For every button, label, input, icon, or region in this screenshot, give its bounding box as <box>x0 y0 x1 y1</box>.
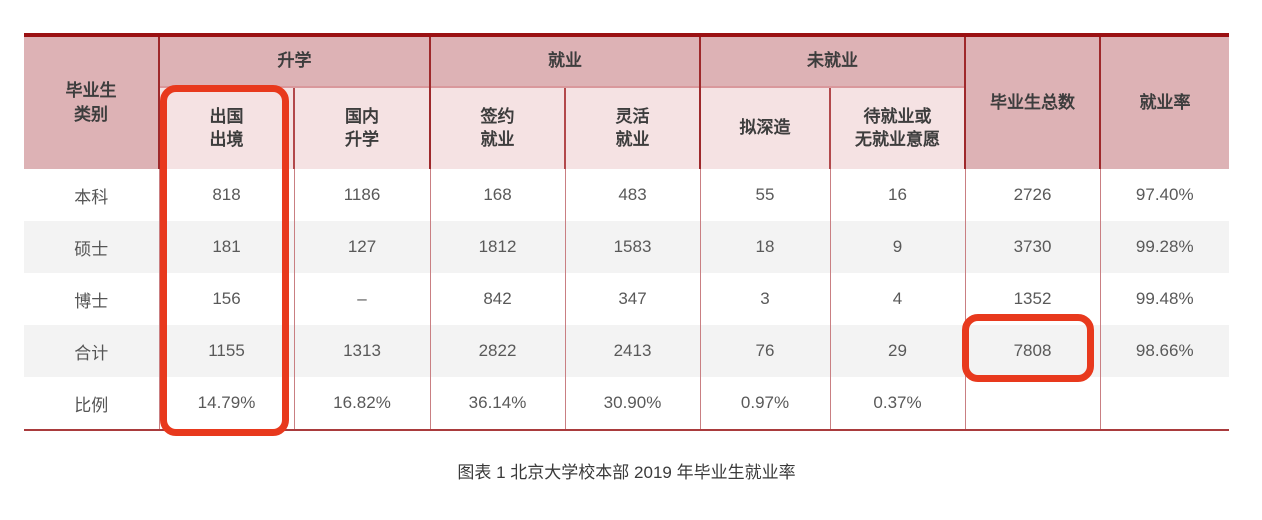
sub-header-domestic-study: 国内 升学 <box>293 86 430 169</box>
data-cell: 30.90% <box>564 377 700 430</box>
header-total-graduates: 毕业生总数 <box>964 35 1100 169</box>
row-label: 本科 <box>74 187 109 207</box>
data-cell: 3 <box>699 273 830 325</box>
data-cell: 36.14% <box>429 377 565 430</box>
header-sub-row: 出国 出境 国内 升学 签约 就业 灵活 就业 拟深造 待就业或 无就业意愿 <box>24 86 1229 169</box>
table-row-doctoral: 博士 156 – 842 347 3 4 1352 99.48% <box>24 273 1229 325</box>
table-row-masters: 硕士 181 127 1812 1583 18 9 3730 99.28% <box>24 221 1229 273</box>
data-cell: 9 <box>829 221 965 273</box>
data-cell: 2413 <box>564 325 700 377</box>
data-cell: – <box>293 273 430 325</box>
sub-header-waiting-or-no-intent: 待就业或 无就业意愿 <box>829 86 965 169</box>
data-cell: 168 <box>429 169 565 221</box>
data-cell: 16 <box>829 169 965 221</box>
data-cell: 842 <box>429 273 565 325</box>
data-cell: 0.97% <box>699 377 830 430</box>
data-cell <box>1099 377 1229 430</box>
data-cell: 818 <box>158 169 294 221</box>
data-cell: 3730 <box>964 221 1100 273</box>
data-cell: 29 <box>829 325 965 377</box>
data-cell: 2726 <box>964 169 1100 221</box>
sub-header-contract-employment: 签约 就业 <box>429 86 565 169</box>
row-label: 博士 <box>74 291 109 311</box>
data-cell: 99.28% <box>1099 221 1229 273</box>
data-cell: 1155 <box>158 325 294 377</box>
data-cell: 1583 <box>564 221 700 273</box>
data-cell: 483 <box>564 169 700 221</box>
table-row-proportion: 比例 14.79% 16.82% 36.14% 30.90% 0.97% 0.3… <box>24 377 1229 430</box>
group-header-employed: 就业 <box>429 35 700 87</box>
data-cell: 99.48% <box>1099 273 1229 325</box>
data-cell: 1313 <box>293 325 430 377</box>
data-cell: 1186 <box>293 169 430 221</box>
employment-table: 毕业生 类别 升学 就业 未就业 毕业生总数 就业率 出国 出境 国内 升学 签… <box>24 33 1229 431</box>
table-row-undergraduate: 本科 818 1186 168 483 55 16 2726 97.40% <box>24 169 1229 221</box>
data-cell: 0.37% <box>829 377 965 430</box>
data-cell-total-graduates: 7808 <box>964 325 1100 377</box>
data-cell: 181 <box>158 221 294 273</box>
table-row-total: 合计 1155 1313 2822 2413 76 29 7808 98.66% <box>24 325 1229 377</box>
data-cell: 55 <box>699 169 830 221</box>
data-cell: 347 <box>564 273 700 325</box>
sub-header-further-study-plan: 拟深造 <box>699 86 830 169</box>
data-cell: 97.40% <box>1099 169 1229 221</box>
data-cell: 156 <box>158 273 294 325</box>
data-cell: 127 <box>293 221 430 273</box>
data-cell: 18 <box>699 221 830 273</box>
table-caption: 图表 1 北京大学校本部 2019 年毕业生就业率 <box>457 463 796 482</box>
row-label: 合计 <box>24 325 159 377</box>
data-cell: 98.66% <box>1099 325 1229 377</box>
sub-header-abroad: 出国 出境 <box>158 86 294 169</box>
data-cell <box>964 377 1100 430</box>
row-label: 硕士 <box>24 221 159 273</box>
header-group-row: 毕业生 类别 升学 就业 未就业 毕业生总数 就业率 <box>24 35 1229 169</box>
data-cell: 2822 <box>429 325 565 377</box>
data-cell: 14.79% <box>158 377 294 430</box>
header-employment-rate: 就业率 <box>1099 35 1229 169</box>
data-cell: 1812 <box>429 221 565 273</box>
row-label: 比例 <box>74 395 109 415</box>
group-header-unemployed: 未就业 <box>699 35 965 87</box>
data-cell: 4 <box>829 273 965 325</box>
corner-header-cell: 毕业生 类别 <box>24 35 159 169</box>
data-cell: 1352 <box>964 273 1100 325</box>
data-cell: 16.82% <box>293 377 430 430</box>
data-cell: 76 <box>699 325 830 377</box>
sub-header-flexible-employment: 灵活 就业 <box>564 86 700 169</box>
group-header-further-study: 升学 <box>158 35 430 87</box>
